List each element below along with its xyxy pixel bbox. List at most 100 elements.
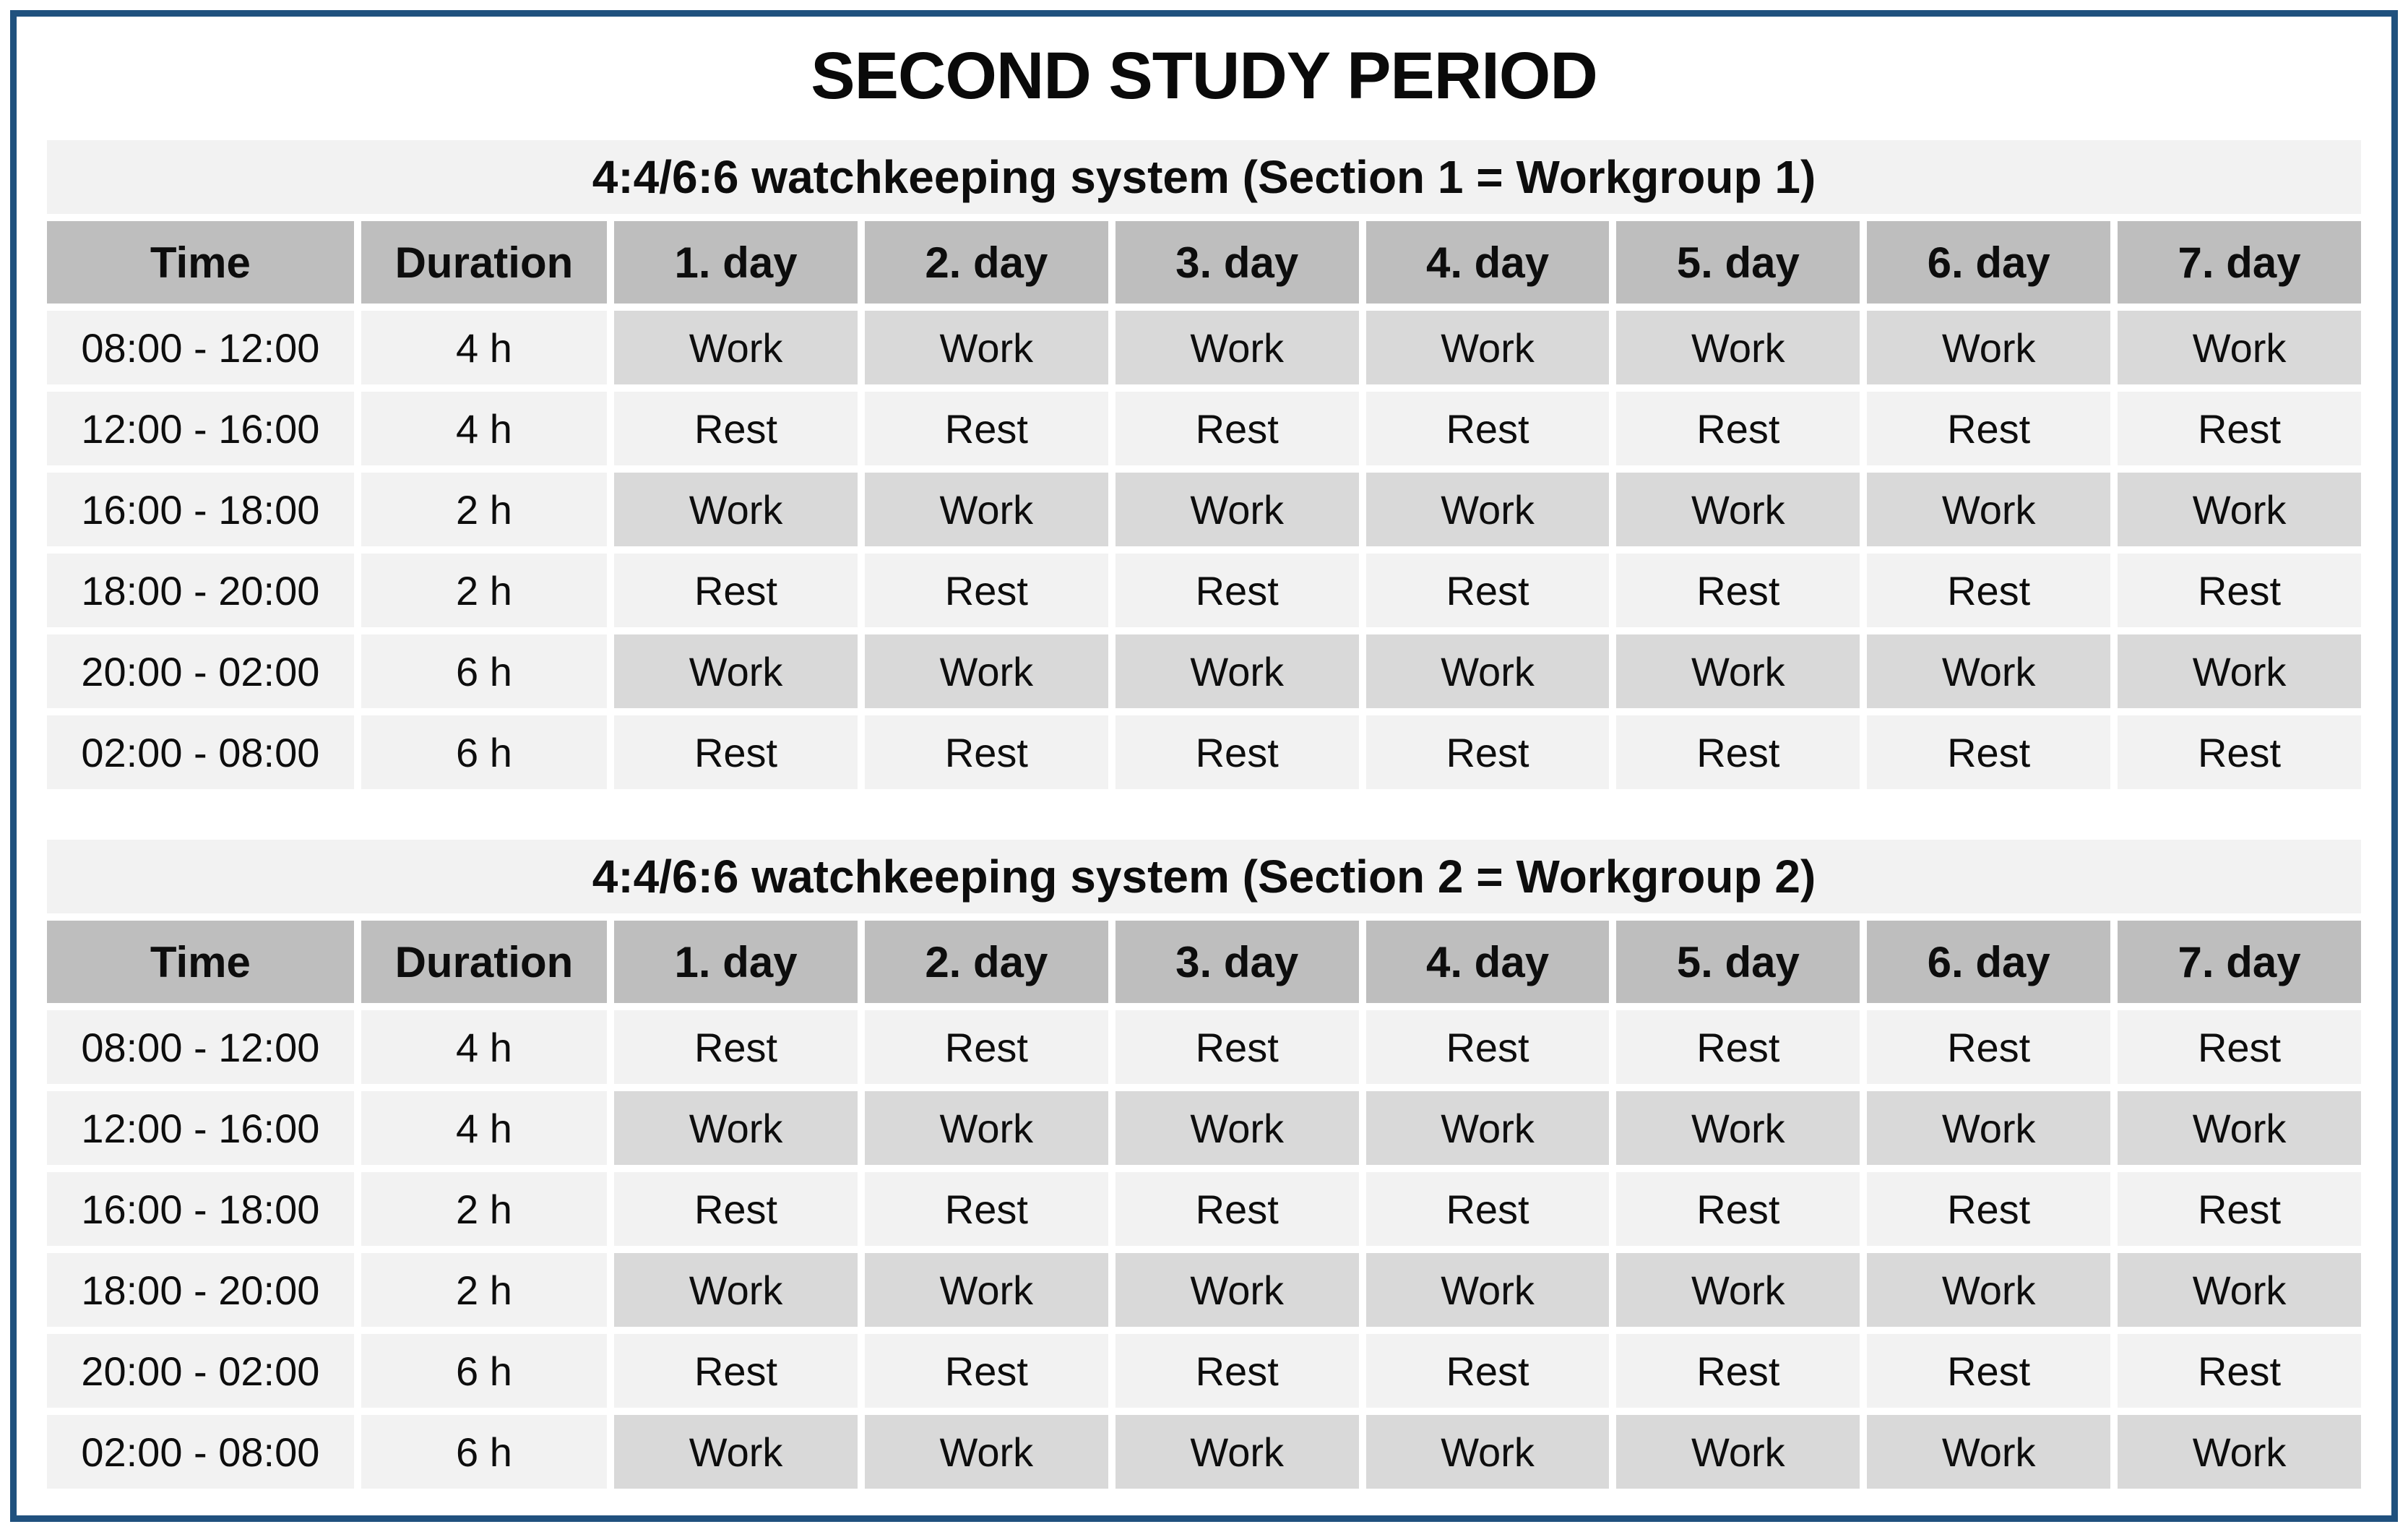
day-status-cell: Rest <box>1115 392 1359 465</box>
day-status-cell: Work <box>1115 634 1359 708</box>
day-status-cell: Work <box>1867 1415 2111 1489</box>
time-cell: 18:00 - 20:00 <box>47 1253 354 1327</box>
day-status-cell: Rest <box>1115 1334 1359 1408</box>
column-header: 1. day <box>614 221 858 304</box>
column-header: 6. day <box>1867 221 2111 304</box>
column-header: 1. day <box>614 921 858 1003</box>
day-status-cell: Work <box>1616 634 1860 708</box>
watchkeeping-table: 4:4/6:6 watchkeeping system (Section 1 =… <box>40 133 2368 796</box>
day-status-cell: Work <box>1867 311 2111 384</box>
day-status-cell: Rest <box>2118 715 2361 789</box>
column-header: Time <box>47 221 354 304</box>
day-status-cell: Rest <box>614 1172 858 1246</box>
table-row: 12:00 - 16:00 4 h Work Work Work Work Work Work… <box>47 1091 2361 1165</box>
duration-cell: 2 h <box>361 554 608 627</box>
day-status-cell: Work <box>1867 1091 2111 1165</box>
day-status-cell: Rest <box>1867 554 2111 627</box>
column-header: 4. day <box>1365 221 1610 304</box>
day-status-cell: Rest <box>614 715 858 789</box>
column-header: 5. day <box>1616 221 1860 304</box>
day-status-cell: Rest <box>614 1010 858 1084</box>
day-status-cell: Work <box>614 634 858 708</box>
day-status-cell: Work <box>864 473 1108 546</box>
page-title: SECOND STUDY PERIOD <box>811 39 1598 113</box>
time-cell: 08:00 - 12:00 <box>47 1010 354 1084</box>
column-header-row: Time Duration 1. day 2. day 3. day 4. day 5. d… <box>47 921 2361 1003</box>
day-status-cell: Rest <box>1616 1172 1860 1246</box>
table-row: 08:00 - 12:00 4 h Work Work Work Work Work Work… <box>47 311 2361 384</box>
day-status-cell: Work <box>614 1415 858 1489</box>
time-cell: 20:00 - 02:00 <box>47 1334 354 1408</box>
time-cell: 18:00 - 20:00 <box>47 554 354 627</box>
watchkeeping-table: 4:4/6:6 watchkeeping system (Section 2 =… <box>40 832 2368 1496</box>
time-cell: 08:00 - 12:00 <box>47 311 354 384</box>
column-header-row: Time Duration 1. day 2. day 3. day 4. day 5. d… <box>47 221 2361 304</box>
day-status-cell: Rest <box>2118 1010 2361 1084</box>
day-status-cell: Work <box>1616 1253 1860 1327</box>
day-status-cell: Rest <box>2118 1334 2361 1408</box>
duration-cell: 4 h <box>361 311 608 384</box>
column-header: 2. day <box>864 221 1108 304</box>
day-status-cell: Work <box>1365 1415 1610 1489</box>
table-row: 02:00 - 08:00 6 h Work Work Work Work Work Work… <box>47 1415 2361 1489</box>
day-status-cell: Work <box>1365 1091 1610 1165</box>
table-row: 02:00 - 08:00 6 h Rest Rest Rest Rest Rest Rest… <box>47 715 2361 789</box>
day-status-cell: Rest <box>1867 715 2111 789</box>
table-row: 20:00 - 02:00 6 h Rest Rest Rest Rest Rest Rest… <box>47 1334 2361 1408</box>
time-cell: 20:00 - 02:00 <box>47 634 354 708</box>
table-row: 16:00 - 18:00 2 h Rest Rest Rest Rest Rest Rest… <box>47 1172 2361 1246</box>
table-row: 08:00 - 12:00 4 h Rest Rest Rest Rest Rest Rest… <box>47 1010 2361 1084</box>
duration-cell: 6 h <box>361 1415 608 1489</box>
day-status-cell: Work <box>864 1091 1108 1165</box>
day-status-cell: Rest <box>864 1172 1108 1246</box>
day-status-cell: Rest <box>864 1010 1108 1084</box>
day-status-cell: Work <box>1616 1091 1860 1165</box>
duration-cell: 2 h <box>361 473 608 546</box>
column-header: 3. day <box>1115 921 1359 1003</box>
day-status-cell: Rest <box>2118 554 2361 627</box>
day-status-cell: Work <box>2118 473 2361 546</box>
day-status-cell: Rest <box>1867 1172 2111 1246</box>
table-row: 18:00 - 20:00 2 h Work Work Work Work Work Work… <box>47 1253 2361 1327</box>
time-cell: 16:00 - 18:00 <box>47 473 354 546</box>
table-row: 12:00 - 16:00 4 h Rest Rest Rest Rest Rest Rest… <box>47 392 2361 465</box>
day-status-cell: Rest <box>1365 392 1610 465</box>
day-status-cell: Rest <box>864 715 1108 789</box>
day-status-cell: Rest <box>1616 1334 1860 1408</box>
day-status-cell: Work <box>2118 1091 2361 1165</box>
day-status-cell: Rest <box>1616 392 1860 465</box>
day-status-cell: Work <box>864 634 1108 708</box>
day-status-cell: Rest <box>1115 1010 1359 1084</box>
duration-cell: 4 h <box>361 1091 608 1165</box>
day-status-cell: Rest <box>2118 392 2361 465</box>
day-status-cell: Work <box>864 311 1108 384</box>
day-status-cell: Work <box>864 1415 1108 1489</box>
column-header: Duration <box>361 921 608 1003</box>
time-cell: 12:00 - 16:00 <box>47 392 354 465</box>
table-row: 18:00 - 20:00 2 h Rest Rest Rest Rest Rest Rest… <box>47 554 2361 627</box>
day-status-cell: Rest <box>614 1334 858 1408</box>
day-status-cell: Work <box>1616 311 1860 384</box>
column-header: 6. day <box>1867 921 2111 1003</box>
column-header: 2. day <box>864 921 1108 1003</box>
day-status-cell: Work <box>614 1253 858 1327</box>
table-subtitle: 4:4/6:6 watchkeeping system (Section 1 =… <box>47 140 2361 214</box>
day-status-cell: Rest <box>1616 1010 1860 1084</box>
table-subtitle: 4:4/6:6 watchkeeping system (Section 2 =… <box>47 840 2361 913</box>
day-status-cell: Work <box>2118 1415 2361 1489</box>
duration-cell: 6 h <box>361 634 608 708</box>
column-header: 7. day <box>2118 221 2361 304</box>
day-status-cell: Rest <box>864 392 1108 465</box>
day-status-cell: Work <box>1365 1253 1610 1327</box>
time-cell: 02:00 - 08:00 <box>47 1415 354 1489</box>
duration-cell: 6 h <box>361 1334 608 1408</box>
day-status-cell: Work <box>1616 473 1860 546</box>
document-frame: SECOND STUDY PERIOD 4:4/6:6 watchkeeping… <box>10 10 2398 1522</box>
day-status-cell: Work <box>1365 634 1610 708</box>
day-status-cell: Rest <box>1867 1334 2111 1408</box>
day-status-cell: Work <box>1115 311 1359 384</box>
column-header: 3. day <box>1115 221 1359 304</box>
day-status-cell: Work <box>614 1091 858 1165</box>
day-status-cell: Work <box>2118 634 2361 708</box>
column-header: 7. day <box>2118 921 2361 1003</box>
